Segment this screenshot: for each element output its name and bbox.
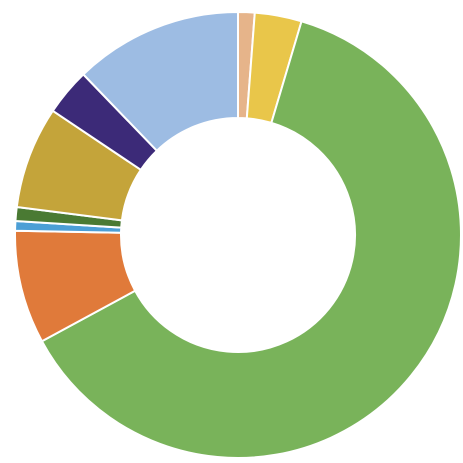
donut-slice-3 <box>40 20 462 459</box>
donut-slice-9 <box>82 11 239 152</box>
